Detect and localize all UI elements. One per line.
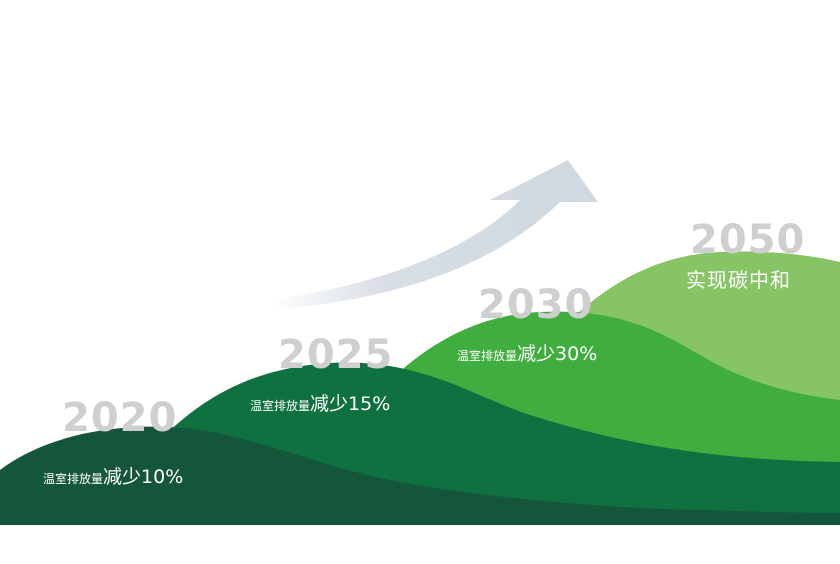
label-2030-prefix: 温室排放量 [457, 349, 518, 363]
label-2025-value: 减少15% [310, 393, 391, 415]
label-2025-prefix: 温室排放量 [250, 399, 311, 413]
hill-2020 [0, 426, 840, 525]
year-2050: 2050 [690, 217, 806, 263]
milestone-label-2050: 实现碳中和 [686, 268, 791, 292]
milestone-label-2030: 温室排放量减少30% [457, 345, 597, 364]
label-2020-value: 减少10% [103, 466, 184, 488]
year-2025: 2025 [278, 332, 394, 378]
label-2020-prefix: 温室排放量 [43, 472, 104, 486]
year-2020: 2020 [62, 395, 178, 441]
label-2030-value: 减少30% [517, 343, 598, 365]
year-2030: 2030 [478, 282, 594, 328]
growth-arrow-icon [270, 160, 598, 310]
milestone-label-2020: 温室排放量减少10% [43, 468, 183, 487]
milestone-label-2025: 温室排放量减少15% [250, 395, 390, 414]
